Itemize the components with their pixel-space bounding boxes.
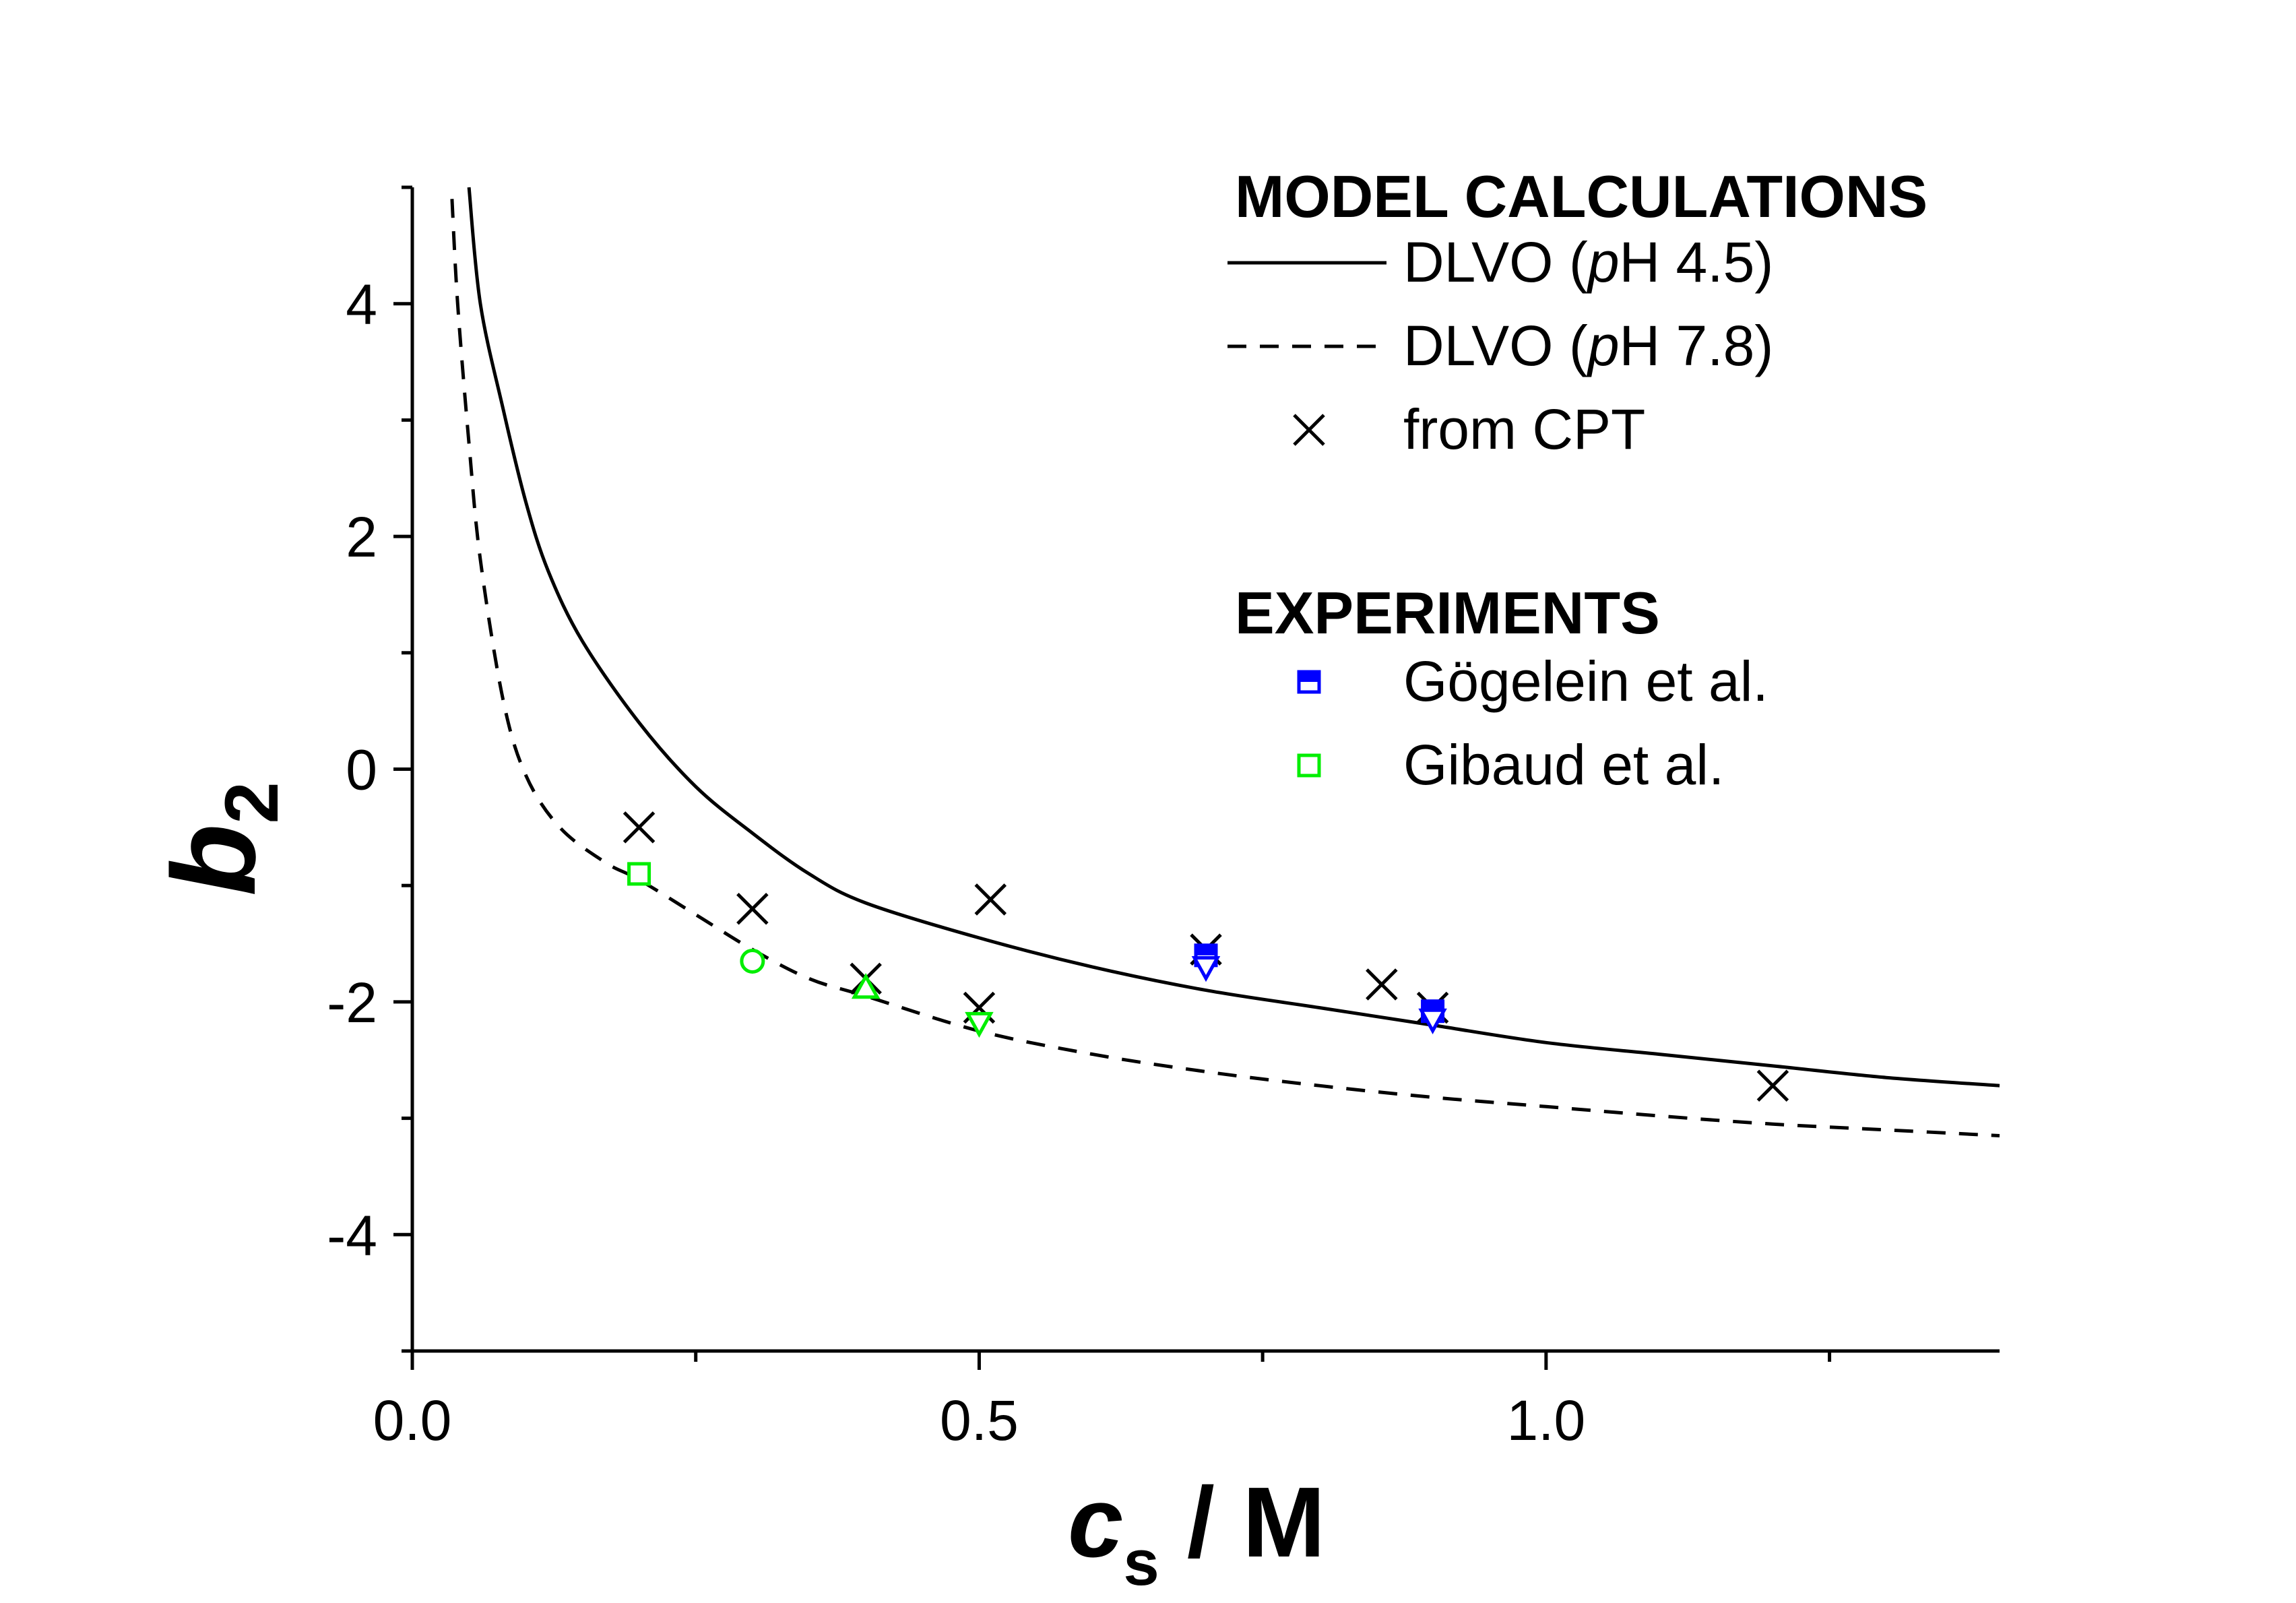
markers xyxy=(623,811,1789,1102)
data-point-gibaud-et-al xyxy=(627,862,651,886)
series-line-dlvo-ph-7-8 xyxy=(450,199,2000,1137)
legend-label-dlvo45: DLVO (pH 4.5) xyxy=(1403,230,1773,294)
legend-sample-cpt xyxy=(1293,414,1325,446)
legend-experiments-heading: EXPERIMENTS xyxy=(1235,579,1660,646)
y-tick-label: -2 xyxy=(327,971,377,1034)
curves xyxy=(450,187,2000,1137)
data-point-gibaud-triangle-down xyxy=(965,1011,994,1038)
x-axis-title-suffix: / M xyxy=(1159,1467,1326,1578)
legend-label-gogelein: Gögelein et al. xyxy=(1403,650,1768,713)
y-axis-title-sub: 2 xyxy=(210,782,294,823)
y-axis-title-main: b xyxy=(148,823,280,896)
x-tick-label: 0.0 xyxy=(373,1389,452,1452)
y-tick-label: 2 xyxy=(346,505,377,569)
legend-sample-gibaud xyxy=(1297,753,1321,778)
data-point-gibaud-triangle-up xyxy=(851,973,881,999)
y-tick-label: 0 xyxy=(346,738,377,802)
data-point-from-cpt xyxy=(623,811,656,844)
x-axis-title-sub: s xyxy=(1123,1527,1159,1599)
x-axis-title-main: c xyxy=(1068,1467,1123,1578)
series-line-dlvo-ph-4-5 xyxy=(467,187,2000,1088)
legend-sample-gogelein xyxy=(1297,670,1321,694)
x-tick-label: 0.5 xyxy=(940,1389,1019,1452)
legend-label-dlvo78: DLVO (pH 7.8) xyxy=(1403,314,1773,377)
data-point-from-cpt xyxy=(1756,1069,1789,1102)
x-tick-label: 1.0 xyxy=(1506,1389,1585,1452)
data-point-from-cpt xyxy=(1366,968,1398,1001)
x-axis-title: cs / M xyxy=(1068,1467,1325,1599)
y-axis-title: b2 xyxy=(148,782,294,896)
legend: MODEL CALCULATIONS EXPERIMENTS DLVO (pH 4.… xyxy=(1227,163,1927,796)
data-point-gogelein-triangles xyxy=(1191,955,1221,982)
data-point-from-cpt xyxy=(736,892,769,925)
data-point-gibaud-circle xyxy=(740,948,765,974)
axes: 0.0 0.5 1.0 -4 -2 0 2 4 xyxy=(327,185,2000,1452)
legend-model-heading: MODEL CALCULATIONS xyxy=(1235,163,1927,230)
legend-label-gibaud: Gibaud et al. xyxy=(1403,733,1724,796)
y-tick-label: -4 xyxy=(327,1203,377,1267)
y-tick-label: 4 xyxy=(346,273,377,336)
legend-label-cpt: from CPT xyxy=(1403,398,1645,461)
data-point-gogelein-triangles xyxy=(1418,1008,1447,1034)
data-point-from-cpt xyxy=(974,883,1007,916)
